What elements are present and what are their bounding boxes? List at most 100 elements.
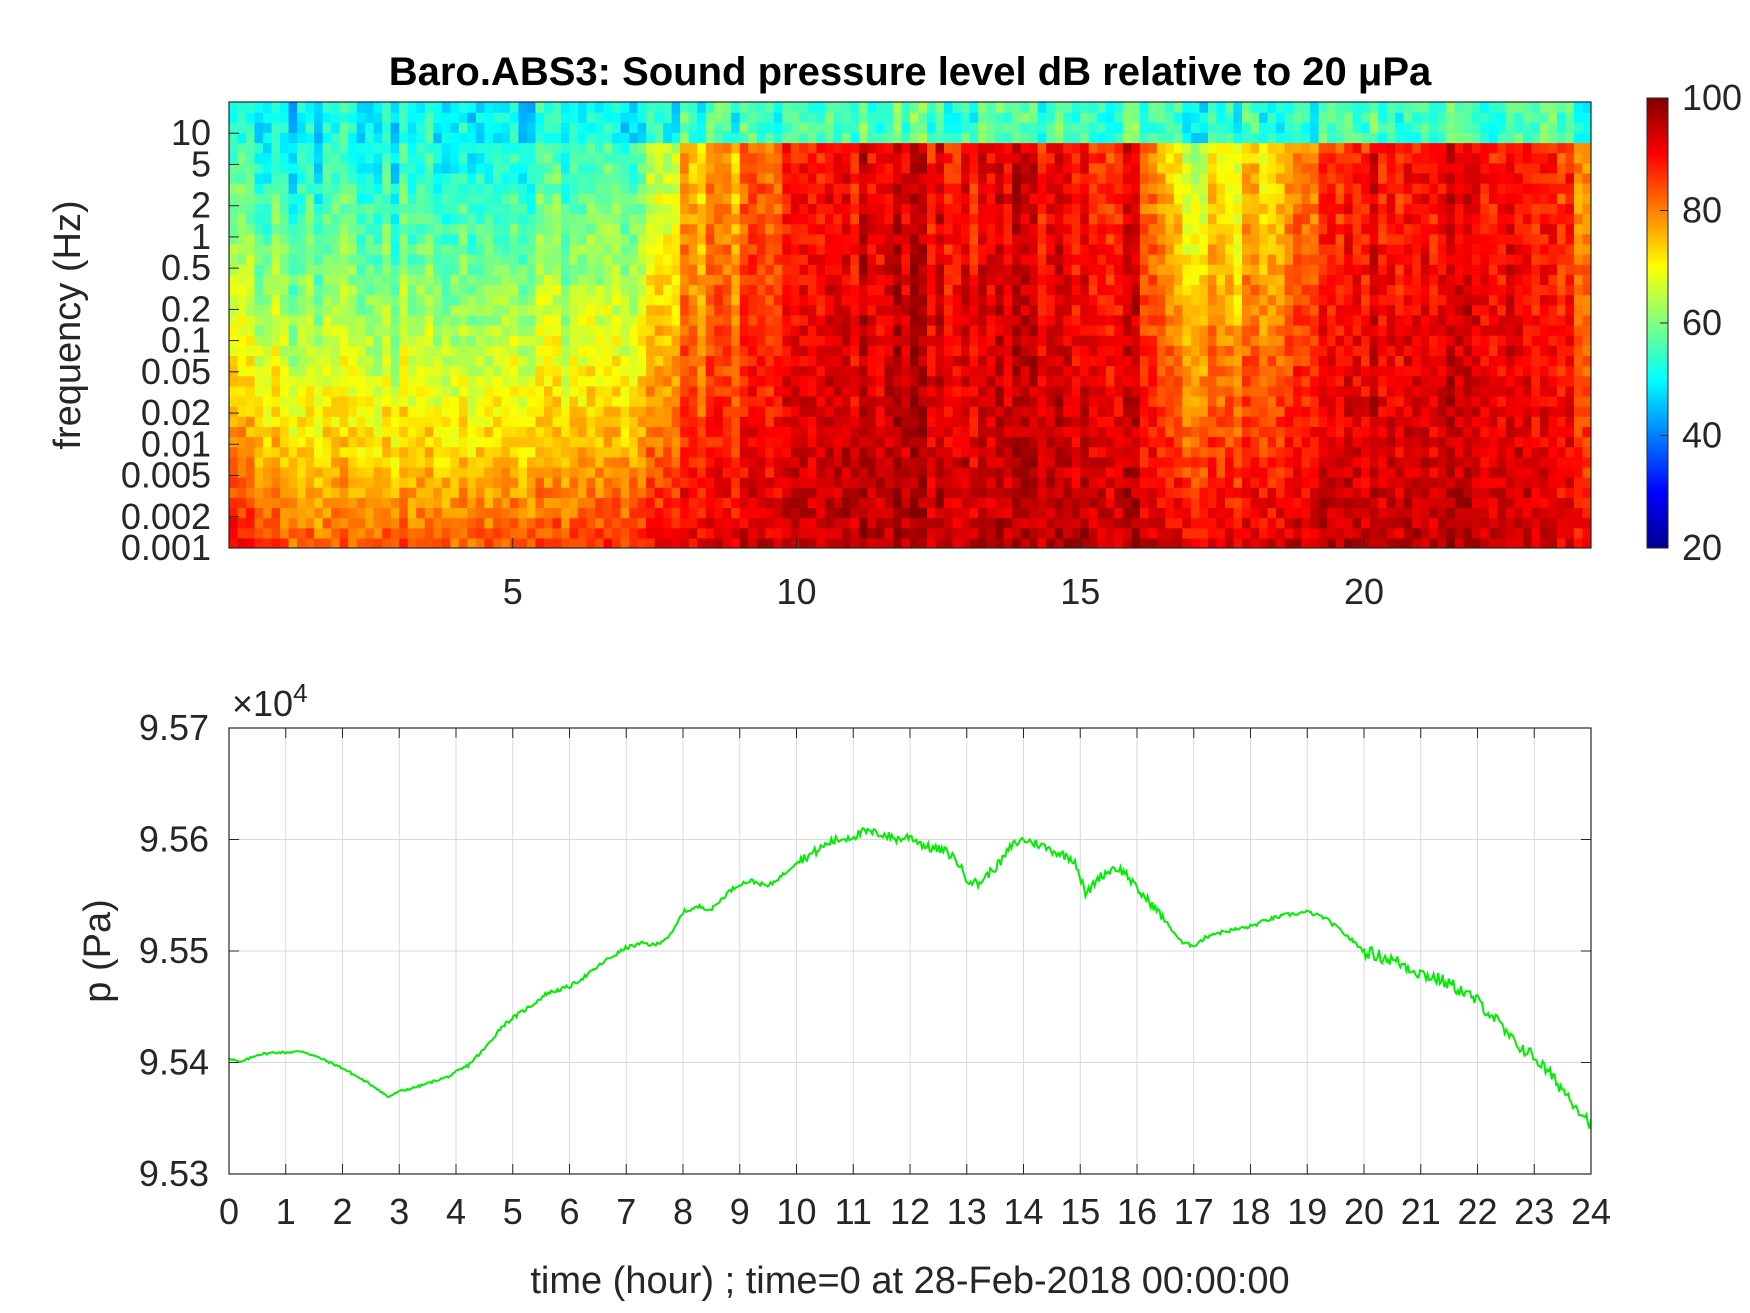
spectrogram-cell xyxy=(935,264,945,275)
spectrogram-cell xyxy=(280,183,290,194)
spectrogram-cell xyxy=(1003,233,1013,245)
spectrogram-cell xyxy=(612,132,622,144)
spectrogram-cell xyxy=(569,497,579,509)
spectrogram-cell xyxy=(305,223,315,235)
spectrogram-cell xyxy=(918,122,928,134)
spectrogram-cell xyxy=(1037,264,1047,275)
spectrogram-cell xyxy=(654,527,664,539)
spectrogram-cell xyxy=(603,264,613,275)
spectrogram-cell xyxy=(1190,466,1201,478)
spectrogram-cell xyxy=(705,375,715,387)
spectrogram-cell xyxy=(901,294,911,306)
spectrogram-cell xyxy=(671,254,681,265)
spectrogram-cell xyxy=(280,122,290,134)
spectrogram-cell xyxy=(433,264,443,275)
spectrogram-cell xyxy=(1173,274,1183,286)
spectrogram-cell xyxy=(518,102,528,113)
spectrogram-cell xyxy=(646,395,656,407)
spectrogram-cell xyxy=(1182,254,1192,265)
spectrogram-cell xyxy=(663,355,673,367)
spectrogram-cell xyxy=(254,456,264,468)
spectrogram-cell xyxy=(492,466,502,478)
spectrogram-cell xyxy=(288,456,298,468)
spectrogram-cell xyxy=(288,172,298,184)
spectrogram-cell xyxy=(603,335,613,346)
spectrogram-cell xyxy=(714,537,724,548)
spectrogram-cell xyxy=(1088,314,1098,326)
spectrogram-cell xyxy=(1054,223,1064,235)
spectrogram-cell xyxy=(450,102,460,113)
spectrogram-cell xyxy=(552,162,562,174)
spectrogram-cell xyxy=(884,122,894,134)
spectrogram-cell xyxy=(433,446,443,458)
spectrogram-cell xyxy=(1088,477,1098,488)
spectrogram-cell xyxy=(927,345,937,357)
spectrogram-cell xyxy=(424,223,434,235)
spectrogram-cell xyxy=(884,426,894,438)
spectrogram-cell xyxy=(1063,254,1073,265)
spectrogram-cell xyxy=(850,304,860,316)
spectrogram-cell xyxy=(986,223,996,235)
spectrogram-cell xyxy=(441,537,451,548)
spectrogram-cell xyxy=(1148,487,1158,498)
spectrogram-cell xyxy=(586,487,596,498)
spectrogram-cell xyxy=(390,375,400,387)
spectrogram-cell xyxy=(765,304,775,316)
spectrogram-cell xyxy=(654,223,664,235)
spectrogram-cell xyxy=(390,132,400,144)
spectrogram-cell xyxy=(935,385,945,397)
spectrogram-cell xyxy=(765,183,775,194)
spectrogram-cell xyxy=(646,213,656,225)
spectrogram-cell xyxy=(731,325,741,336)
spectrogram-cell xyxy=(790,142,800,154)
spectrogram-cell xyxy=(356,274,366,286)
spectrogram-cell xyxy=(246,487,256,498)
spectrogram-cell xyxy=(339,264,349,275)
spectrogram-cell xyxy=(305,426,315,438)
spectrogram-cell xyxy=(297,112,307,123)
spectrogram-cell xyxy=(569,406,579,417)
spectrogram-cell xyxy=(841,406,852,417)
spectrogram-cell xyxy=(620,254,630,265)
spectrogram-cell xyxy=(424,507,434,519)
spectrogram-cell xyxy=(280,325,290,336)
spectrogram-cell xyxy=(731,254,741,265)
spectrogram-cell xyxy=(535,507,545,519)
spectrogram-cell xyxy=(1131,223,1141,235)
spectrogram-cell xyxy=(765,284,775,296)
spectrogram-cell xyxy=(816,385,826,397)
spectrogram-cell xyxy=(356,446,366,458)
spectrogram-cell xyxy=(910,436,920,448)
spectrogram-cell xyxy=(782,284,792,296)
spectrogram-cell xyxy=(875,325,886,336)
spectrogram-cell xyxy=(501,314,511,326)
spectrogram-cell xyxy=(424,406,434,417)
spectrogram-cell xyxy=(569,426,579,438)
spectrogram-cell xyxy=(450,142,460,154)
spectrogram-cell xyxy=(365,355,375,367)
spectrogram-cell xyxy=(1148,264,1158,275)
spectrogram-cell xyxy=(969,466,979,478)
spectrogram-cell xyxy=(1173,537,1183,548)
spectrogram-cell xyxy=(339,162,349,174)
spectrogram-cell xyxy=(373,456,383,468)
spectrogram-cell xyxy=(382,517,392,529)
spectrogram-cell xyxy=(543,517,554,529)
spectrogram-cell xyxy=(492,264,502,275)
spectrogram-cell xyxy=(986,355,996,367)
spectrogram-cell xyxy=(1063,497,1073,509)
spectrogram-cell xyxy=(595,172,605,184)
spectrogram-cell xyxy=(1165,436,1175,448)
spectrogram-cell xyxy=(322,497,332,509)
spectrogram-cell xyxy=(722,355,732,367)
spectrogram-cell xyxy=(339,497,349,509)
spectrogram-cell xyxy=(833,497,843,509)
spectrogram-cell xyxy=(765,416,775,427)
spectrogram-cell xyxy=(424,456,434,468)
spectrogram-cell xyxy=(484,233,494,245)
spectrogram-cell xyxy=(450,507,460,519)
spectrogram-cell xyxy=(501,436,511,448)
spectrogram-cell xyxy=(416,294,426,306)
spectrogram-cell xyxy=(986,497,996,509)
spectrogram-cell xyxy=(569,203,579,215)
